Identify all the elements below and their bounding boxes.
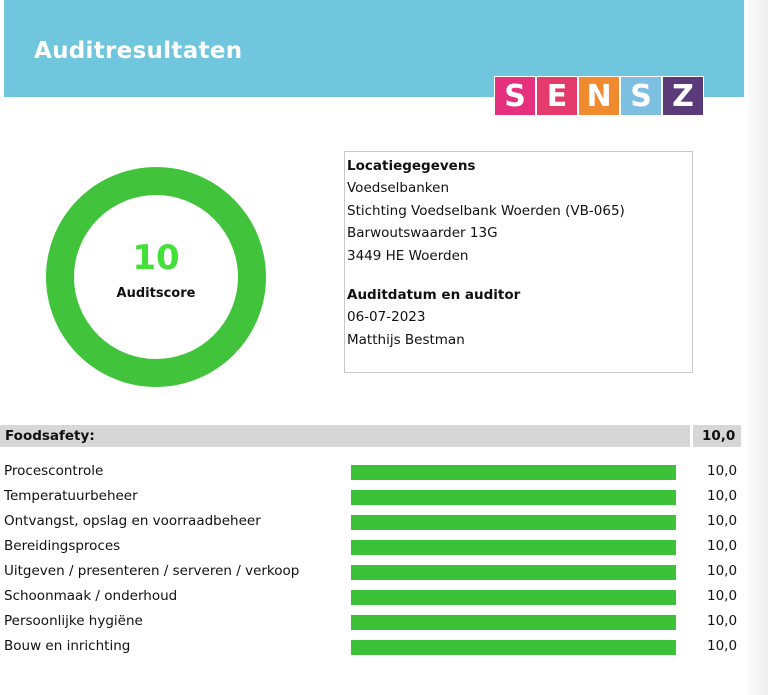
category-score-bar-fill xyxy=(351,540,676,555)
logo-letter: S xyxy=(621,77,661,115)
audit-score-label: Auditscore xyxy=(116,286,196,301)
audit-score-ring xyxy=(46,167,266,387)
category-label: Bereidingsproces xyxy=(4,538,121,554)
location-name: Stichting Voedselbank Woerden (VB-065) xyxy=(347,202,625,219)
category-score-bar-fill xyxy=(351,615,676,630)
category-list: Procescontrole 10,0 Temperatuurbeheer 10,0 O… xyxy=(0,460,741,660)
page-edge-shadow xyxy=(748,0,768,695)
category-label: Bouw en inrichting xyxy=(4,638,131,654)
report-header: Auditresultaten xyxy=(4,0,744,97)
category-score-bar-fill xyxy=(351,565,676,580)
category-score-bar-fill xyxy=(351,465,676,480)
category-score-bar xyxy=(351,515,676,530)
category-score: 10,0 xyxy=(707,488,738,504)
category-label: Uitgeven / presenteren / serveren / verk… xyxy=(4,563,300,579)
category-row: Persoonlijke hygiëne 10,0 xyxy=(0,610,741,635)
category-row: Schoonmaak / onderhoud 10,0 xyxy=(0,585,741,610)
category-score-bar-fill xyxy=(351,640,676,655)
category-score-bar-fill xyxy=(351,590,676,605)
logo-letter: Z xyxy=(663,77,703,115)
category-score: 10,0 xyxy=(707,513,738,529)
audit-date: 06-07-2023 xyxy=(347,309,426,326)
category-score-bar xyxy=(351,490,676,505)
category-score: 10,0 xyxy=(707,563,738,579)
address-street: Barwoutswaarder 13G xyxy=(347,225,498,242)
section-name: Foodsafety: xyxy=(0,425,690,447)
address-city: 3449 HE Woerden xyxy=(347,247,469,264)
category-row: Ontvangst, opslag en voorraadbeheer 10,0 xyxy=(0,510,741,535)
category-score: 10,0 xyxy=(707,638,738,654)
category-label: Temperatuurbeheer xyxy=(4,488,138,504)
audit-score-value: 10 xyxy=(132,238,180,278)
category-label: Ontvangst, opslag en voorraadbeheer xyxy=(4,513,261,529)
category-row: Temperatuurbeheer 10,0 xyxy=(0,485,741,510)
category-score-bar-fill xyxy=(351,515,676,530)
category-score: 10,0 xyxy=(707,463,738,479)
category-row: Uitgeven / presenteren / serveren / verk… xyxy=(0,560,741,585)
category-score-bar xyxy=(351,565,676,580)
category-score-bar xyxy=(351,615,676,630)
category-row: Bereidingsproces 10,0 xyxy=(0,535,741,560)
category-score-bar xyxy=(351,465,676,480)
category-score-bar-fill xyxy=(351,490,676,505)
audit-heading: Auditdatum en auditor xyxy=(347,287,521,304)
location-heading: Locatiegegevens xyxy=(347,158,476,174)
category-score-bar xyxy=(351,640,676,655)
organization: Voedselbanken xyxy=(347,180,450,197)
page-title: Auditresultaten xyxy=(34,38,243,64)
category-row: Bouw en inrichting 10,0 xyxy=(0,635,741,660)
logo-letter: N xyxy=(579,77,619,115)
category-row: Procescontrole 10,0 xyxy=(0,460,741,485)
category-score-bar xyxy=(351,590,676,605)
auditor-name: Matthijs Bestman xyxy=(347,331,465,348)
logo-letter: E xyxy=(537,77,577,115)
category-score-bar xyxy=(351,540,676,555)
category-label: Schoonmaak / onderhoud xyxy=(4,588,178,604)
category-score: 10,0 xyxy=(707,588,738,604)
section-header: Foodsafety: 10,0 xyxy=(0,425,741,447)
section-score: 10,0 xyxy=(693,425,741,447)
category-label: Persoonlijke hygiëne xyxy=(4,613,143,629)
category-score: 10,0 xyxy=(707,538,738,554)
category-label: Procescontrole xyxy=(4,463,104,479)
location-info-box: Locatiegegevens Voedselbanken Stichting … xyxy=(344,151,693,373)
logo-letter: S xyxy=(495,77,535,115)
category-score: 10,0 xyxy=(707,613,738,629)
